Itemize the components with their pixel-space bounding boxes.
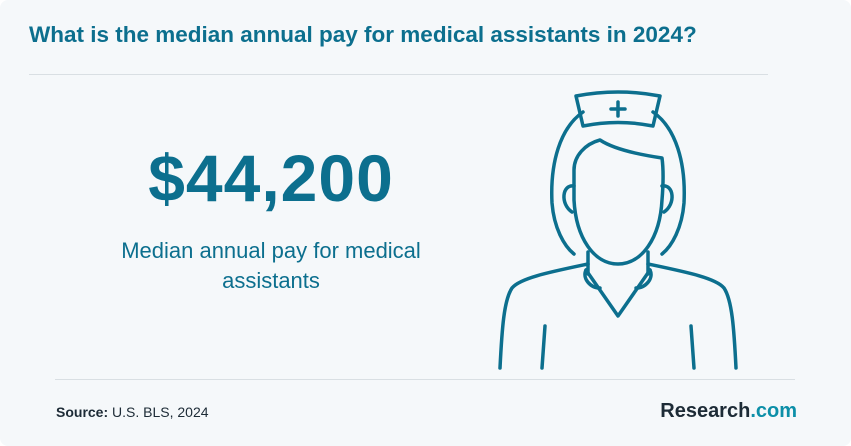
- nurse-icon: [498, 90, 738, 370]
- page-title: What is the median annual pay for medica…: [29, 22, 697, 47]
- stat-caption: Median annual pay for medical assistants: [121, 238, 421, 293]
- logo-main: Research: [660, 400, 751, 422]
- source-label: Source:: [56, 404, 109, 420]
- bottom-divider: [55, 379, 795, 380]
- top-divider: [29, 74, 768, 75]
- source-text: U.S. BLS, 2024: [108, 404, 209, 420]
- research-logo: Research.com: [660, 400, 797, 423]
- logo-suffix: .com: [750, 400, 797, 422]
- stat-value: $44,200: [148, 141, 394, 215]
- source-note: Source: U.S. BLS, 2024: [56, 404, 209, 420]
